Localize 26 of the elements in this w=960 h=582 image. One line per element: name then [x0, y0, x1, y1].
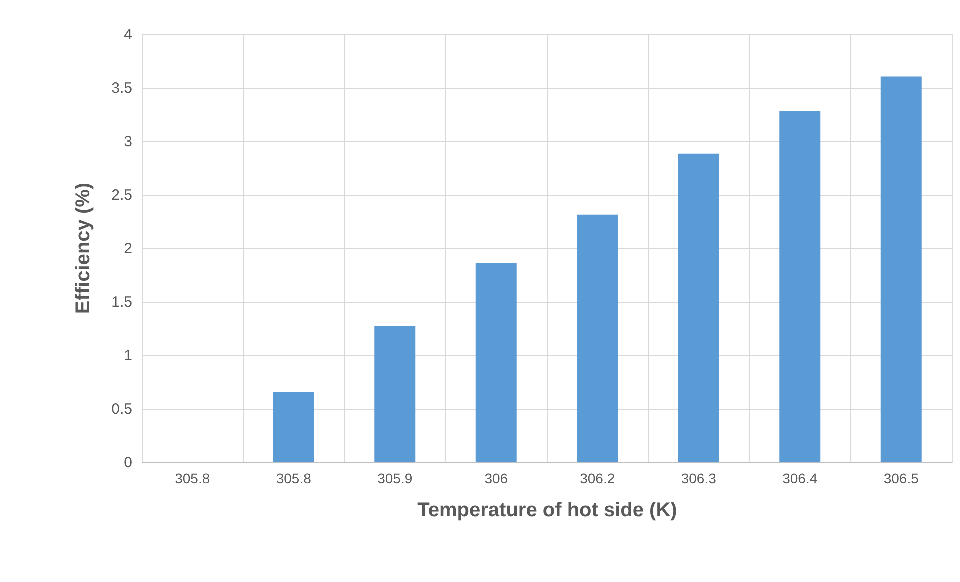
y-tick-label: 2 — [124, 240, 132, 258]
bar — [678, 154, 720, 462]
x-tick-label: 305.9 — [378, 470, 413, 486]
y-axis-title: Efficiency (%) — [72, 182, 95, 314]
bar — [273, 392, 314, 462]
y-tick-label: 0.5 — [112, 401, 132, 418]
bar — [374, 326, 416, 462]
x-tick-label: 305.8 — [276, 470, 312, 486]
y-tick-label: 2.5 — [112, 187, 132, 204]
y-tick-label: 3 — [124, 134, 132, 150]
bar — [577, 214, 618, 462]
x-tick-label: 305.8 — [175, 470, 210, 486]
x-tick-label: 306.4 — [782, 470, 818, 486]
y-tick-label: 1 — [124, 348, 132, 364]
x-axis-title: Temperature of hot side (K) — [418, 500, 678, 522]
x-tick-label: 306.2 — [580, 470, 616, 486]
x-tick-label: 306 — [484, 470, 508, 486]
y-tick-label: 0 — [124, 454, 132, 472]
bar — [476, 262, 517, 462]
x-tick-label: 306.5 — [884, 470, 920, 486]
y-tick-label: 1.5 — [112, 294, 132, 311]
bar — [780, 111, 821, 462]
y-tick-label: 3.5 — [112, 80, 132, 97]
x-tick-label: 306.3 — [681, 470, 717, 486]
bar — [880, 76, 922, 462]
y-tick-label: 4 — [124, 26, 132, 44]
